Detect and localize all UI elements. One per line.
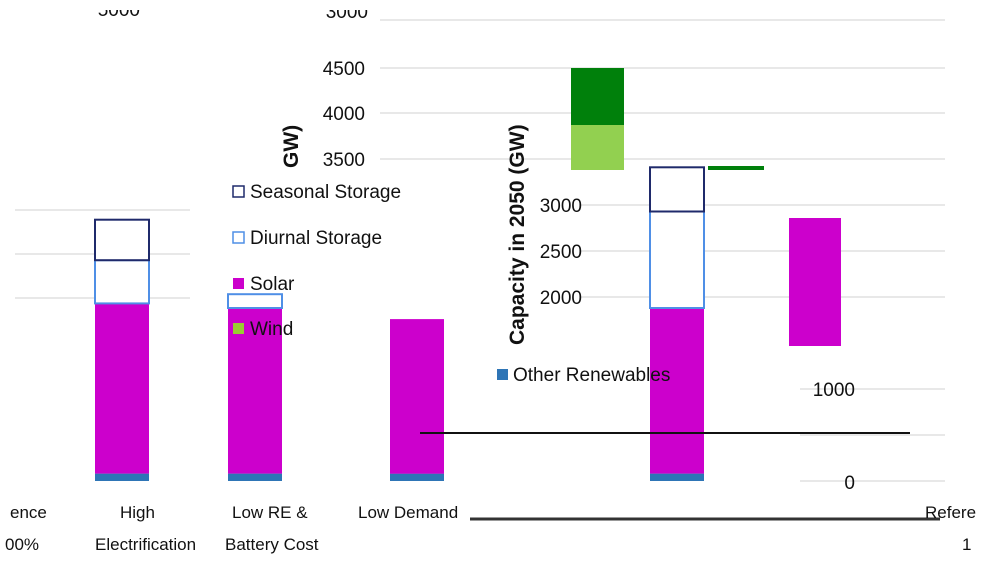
bar-segment-diurnal-storage [94,259,150,305]
bar-segment-other-renewables [228,473,282,481]
bar-wind-dark [571,68,624,125]
legend-swatch-wind [233,323,244,334]
y-tick-label: 3500 [323,150,365,171]
bar-segment-solar [95,303,149,474]
y-tick-label: 2000 [540,288,582,309]
bar-segment-solar [650,308,704,474]
legend-label: Wind [250,319,293,340]
bar-segment-diurnal-storage [649,210,705,309]
category-labels: ence High Low RE & Low Demand Refere Ele… [5,503,976,554]
category-label: Refere [925,503,976,522]
y-tick-label: 4500 [323,59,365,80]
y-tick-label: 4000 [323,104,365,125]
bar-segment-seasonal-storage [649,166,705,213]
category-label: Low RE & [232,503,308,522]
y-tick-label-clipped: 5000 [98,0,140,21]
bar-segment-solar [390,319,444,474]
legend-label: Seasonal Storage [250,182,401,203]
legend-swatch-other-renewables [497,369,508,380]
stacked-bars [94,166,841,481]
legend-label: Other Renewables [513,365,670,386]
bar-segment-solar [789,218,841,346]
category-label: Battery Cost [225,535,319,554]
legend-swatch-diurnal-storage [232,231,245,244]
legend-label: Solar [250,274,295,295]
gridlines-right [580,204,945,482]
bar-segment-other-renewables [390,473,444,481]
legend-swatch-solar [233,278,244,289]
y-axis-label-fragment: GW) [280,125,303,168]
category-label: High [120,503,155,522]
category-label: Electrification [95,535,196,554]
y-axis-label: Capacity in 2050 (GW) [506,124,529,345]
category-label: Low Demand [358,503,458,522]
gridlines-upper [380,19,945,160]
y-tick-label-clipped: 3000 [326,2,368,23]
category-label: ence [10,503,47,522]
bar-segment-solar [228,308,282,474]
category-label: 00% [5,535,39,554]
bar-segment-diurnal-storage [227,293,283,310]
category-label: 1 [962,535,971,554]
bar-segment-other-renewables [650,473,704,481]
legend-swatch-seasonal-storage [232,185,245,198]
y-tick-label: 3000 [540,196,582,217]
legend-label: Diurnal Storage [250,228,382,249]
y-tick-label: 1000 [813,380,855,401]
bar-segment-seasonal-storage [94,218,150,262]
legend: Seasonal Storage Diurnal Storage Solar W… [232,182,670,386]
bar-segment-other-renewables [95,473,149,481]
y-tick-label: 0 [844,473,855,494]
y-tick-label: 2500 [540,242,582,263]
